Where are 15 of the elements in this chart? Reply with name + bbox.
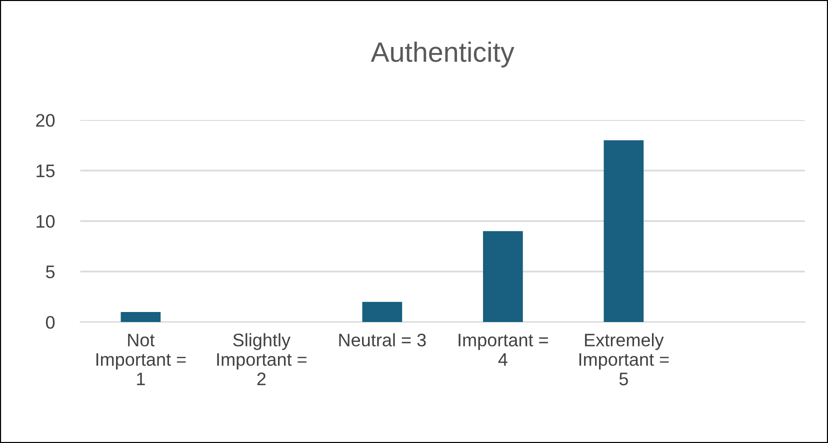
bar [483,231,523,322]
chart-title: Authenticity [370,42,514,68]
x-tick-label: Important = 4 [458,334,548,366]
x-tick-label: Not Important = 1 [96,334,186,386]
x-tick-label: Extremely Important = 5 [579,333,669,386]
x-tick-label: Slightly Important = 2 [217,333,306,386]
x-tick-label: Neutral = 3 [339,333,426,346]
y-tick-label: 15 [36,164,55,178]
bar [120,312,161,322]
y-tick-label: 0 [46,316,55,329]
bar [362,302,402,322]
bar [604,140,644,322]
y-tick-label: 10 [36,214,55,228]
y-tick-label: 5 [46,266,55,278]
y-tick-label: 20 [36,114,55,127]
